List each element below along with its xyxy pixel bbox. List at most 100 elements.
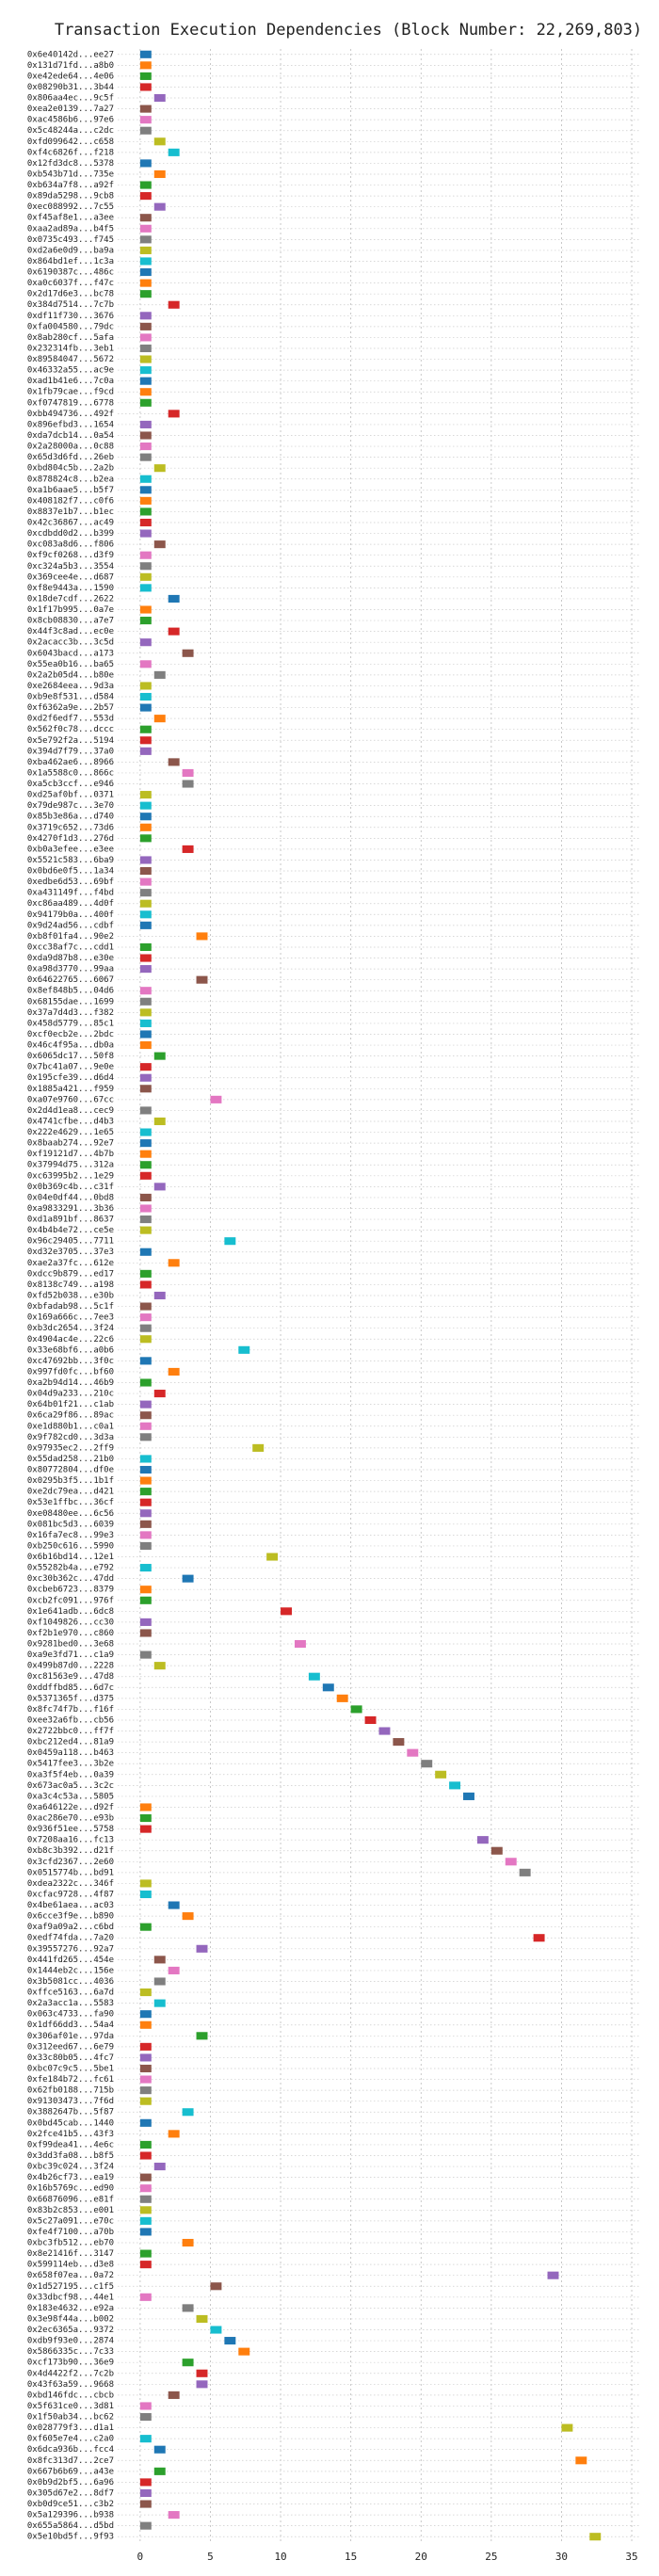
y-tick-label: 0x2d17d6e3...bc78 — [27, 290, 114, 299]
y-tick-label: 0x1df66dd3...54a4 — [27, 2021, 114, 2030]
y-tick-label: 0x6b16bd14...12e1 — [27, 1553, 114, 1562]
y-tick-label: 0xa2b94d14...46b9 — [27, 1378, 114, 1388]
y-tick-label: 0x6065dc17...50f8 — [27, 1052, 114, 1061]
bar — [210, 2282, 222, 2291]
bar — [139, 2402, 152, 2410]
y-tick-label: 0xb634a7f8...a92f — [27, 181, 114, 190]
bar — [139, 791, 152, 799]
y-tick-label: 0x864bd1ef...1c3a — [27, 257, 114, 266]
bar — [139, 224, 152, 233]
bar — [139, 181, 152, 189]
y-tick-label: 0x55ea0b16...ba65 — [27, 660, 114, 669]
x-tick-label: 10 — [274, 2551, 286, 2563]
y-tick-label: 0xd25af0bf...0371 — [27, 791, 114, 800]
y-tick-label: 0xc30b362c...47dd — [27, 1574, 114, 1584]
bar — [182, 845, 194, 853]
bar — [139, 1019, 152, 1027]
y-tick-label: 0x1e641adb...6dc8 — [27, 1607, 114, 1617]
y-tick-label: 0x68155dae...1699 — [27, 997, 114, 1006]
y-tick-label: 0x1fb79cae...f9cd — [27, 388, 114, 397]
bar — [139, 322, 152, 330]
bar — [364, 1715, 377, 1725]
bar — [139, 813, 152, 821]
y-tick-label: 0x6dca936b...fcc4 — [27, 2445, 114, 2455]
y-tick-label: 0x9281bed0...3e68 — [27, 1640, 114, 1650]
bar — [139, 1324, 152, 1332]
bar — [139, 1335, 152, 1344]
y-tick-label: 0xf0747819...6778 — [27, 398, 114, 408]
y-tick-label: 0xdf11f730...3676 — [27, 312, 114, 321]
bar — [153, 464, 166, 473]
bar — [139, 312, 152, 320]
y-tick-label: 0xcf0ecb2e...2bdc — [27, 1030, 114, 1039]
bar — [139, 2140, 152, 2149]
bar — [139, 355, 152, 363]
bar — [139, 1422, 152, 1430]
y-tick-label: 0x6cce3f9e...b890 — [27, 1912, 114, 1922]
bar — [153, 1390, 166, 1398]
y-tick-label: 0x222e4629...1e65 — [27, 1128, 114, 1137]
y-tick-label: 0x0bd45cab...1440 — [27, 2118, 114, 2128]
bar — [589, 2533, 602, 2541]
y-tick-label: 0xac4586b6...97e6 — [27, 116, 114, 125]
y-tick-label: 0xdb9f93e0...2874 — [27, 2337, 114, 2346]
y-tick-label: 0x04e0df44...0bd8 — [27, 1193, 114, 1202]
bar — [168, 1259, 180, 1267]
bar — [139, 507, 152, 516]
bar — [182, 1912, 194, 1921]
bar — [139, 126, 152, 135]
y-tick-label: 0xcbeb6723...8379 — [27, 1586, 114, 1595]
bar — [350, 1705, 362, 1714]
bar — [196, 2314, 208, 2323]
y-tick-label: 0xbd804c5b...2a2b — [27, 464, 114, 474]
bar — [139, 246, 152, 254]
bar — [421, 1760, 433, 1768]
y-tick-label: 0x4741cfbe...d4b3 — [27, 1117, 114, 1126]
y-tick-label: 0x2a2b05d4...b80e — [27, 670, 114, 680]
y-tick-label: 0xfe184b72...fc61 — [27, 2075, 114, 2085]
bar — [139, 420, 152, 428]
bar — [139, 617, 152, 625]
bar — [139, 1825, 152, 1833]
bar — [139, 1040, 152, 1050]
y-tick-label: 0xc083a8d6...f806 — [27, 540, 114, 550]
bar — [139, 584, 152, 592]
y-tick-label: 0x6ca29f86...89ac — [27, 1411, 114, 1421]
y-tick-label: 0xda9d87b8...e30e — [27, 954, 114, 963]
bar — [139, 443, 152, 451]
bar — [294, 1639, 306, 1649]
bar — [196, 932, 208, 941]
bar — [139, 1509, 152, 1518]
y-tick-label: 0xa0c6037f...f47c — [27, 279, 114, 288]
bar — [139, 159, 152, 168]
y-tick-label: 0x42c36867...ac49 — [27, 519, 114, 528]
bar — [139, 1085, 152, 1093]
bar — [139, 1216, 152, 1224]
bar — [139, 192, 152, 201]
y-tick-label: 0x8ab280cf...5afa — [27, 333, 114, 343]
bar — [153, 1183, 166, 1191]
bar — [139, 725, 152, 733]
bar — [463, 1792, 474, 1800]
bar — [139, 1476, 152, 1485]
bar — [139, 921, 152, 929]
y-tick-label: 0x2722bbc0...ff7f — [27, 1727, 114, 1736]
bar — [476, 1836, 489, 1844]
y-tick-label: 0xa5cb3ccf...e946 — [27, 780, 114, 789]
y-tick-label: 0x62fb0188...715b — [27, 2086, 114, 2096]
bar — [139, 1128, 152, 1136]
y-tick-label: 0x4b26cf73...ea19 — [27, 2173, 114, 2182]
y-tick-label: 0xbc39c024...3f24 — [27, 2163, 114, 2172]
y-tick-label: 0xffce5163...6a7d — [27, 1988, 114, 1998]
bar — [139, 2412, 152, 2422]
y-tick-label: 0xcdbdd0d2...b399 — [27, 529, 114, 539]
bar — [168, 148, 180, 156]
y-tick-label: 0xc47692bb...3f0c — [27, 1357, 114, 1366]
bar — [139, 1465, 152, 1474]
y-tick-label: 0xc324a5b3...3554 — [27, 562, 114, 572]
bar — [139, 2293, 152, 2301]
bar — [281, 1607, 292, 1616]
bar — [139, 377, 152, 385]
y-tick-label: 0xdea2322c...346f — [27, 1879, 114, 1889]
bar — [210, 2326, 222, 2334]
